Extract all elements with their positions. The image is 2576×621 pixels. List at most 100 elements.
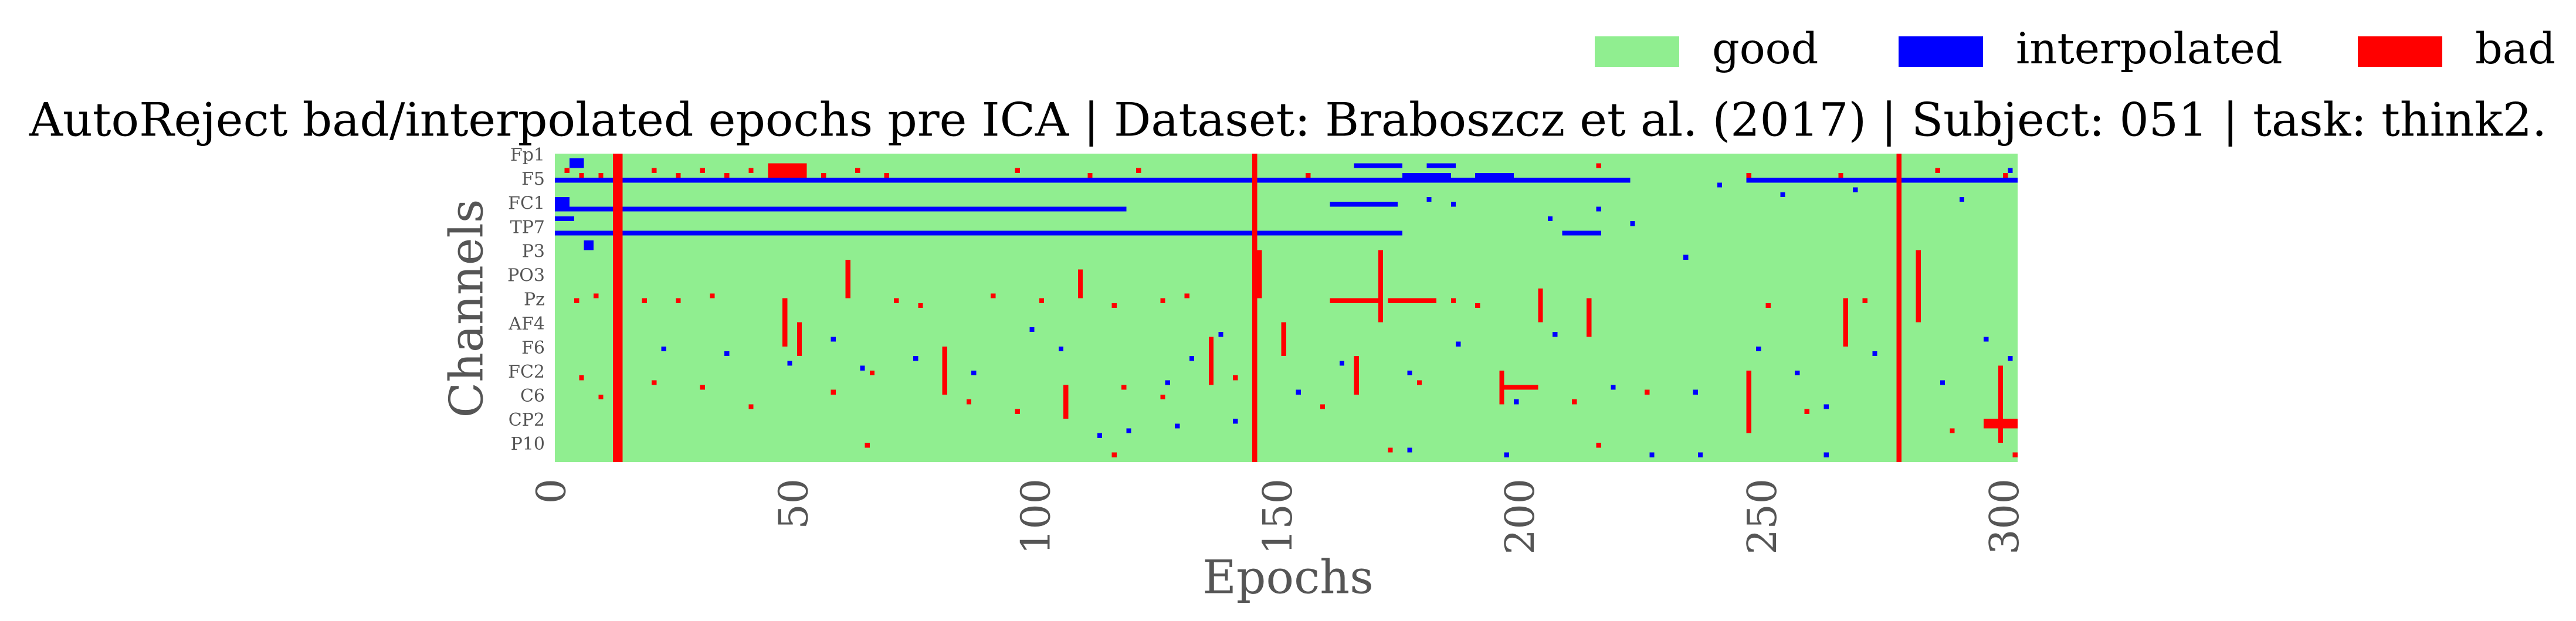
heatmap (555, 154, 2018, 462)
heatmap-cell (1746, 172, 1751, 178)
heatmap-cell (913, 356, 918, 361)
heatmap-cell (1587, 298, 1592, 337)
heatmap-cell (782, 298, 788, 347)
heatmap-cell (869, 370, 875, 376)
heatmap-cell (613, 154, 623, 462)
heatmap-cell (1077, 269, 1083, 298)
heatmap-cell (1630, 221, 1635, 226)
heatmap-cell (1330, 202, 1398, 207)
heatmap-cell (1823, 404, 1829, 409)
y-tick-label: F5 (521, 169, 545, 189)
heatmap-cell (1746, 178, 2018, 183)
heatmap-cell (1165, 380, 1170, 385)
heatmap-cell (594, 293, 599, 298)
heatmap-cell (1984, 337, 1989, 342)
legend-swatch (1595, 36, 1679, 67)
heatmap-cell (642, 298, 647, 303)
y-tick-label: F6 (521, 338, 545, 358)
heatmap-cell (1959, 196, 1965, 202)
heatmap-cell (1426, 163, 1456, 168)
heatmap-cell (894, 298, 899, 303)
heatmap-cell (918, 303, 923, 308)
heatmap-cell (1823, 452, 1829, 457)
heatmap-cell (1804, 409, 1809, 414)
legend-label: bad (2475, 24, 2555, 74)
x-tick-label: 50 (771, 479, 817, 530)
heatmap-cell (1330, 298, 1378, 303)
heatmap-cell (1218, 332, 1223, 337)
heatmap-cell (748, 168, 754, 173)
heatmap-cell (1407, 447, 1412, 453)
heatmap-cell (796, 322, 802, 357)
legend: good interpolated bad (1595, 24, 2555, 74)
heatmap-cell (1233, 419, 1238, 424)
heatmap-cell (1984, 419, 2018, 429)
heatmap-cell (1058, 346, 1064, 351)
y-tick-label: CP2 (509, 410, 545, 430)
heatmap-cell (2012, 452, 2018, 457)
heatmap-cell (564, 168, 570, 173)
heatmap-cell (1789, 178, 1824, 183)
heatmap-cell (1645, 389, 1650, 395)
heatmap-cell (855, 168, 860, 173)
heatmap-cell (661, 346, 666, 351)
heatmap-cell (1126, 428, 1131, 433)
heatmap-cell (1853, 187, 1858, 192)
heatmap-cell (555, 230, 1403, 236)
x-tick-label: 0 (529, 479, 575, 504)
y-tick-label: P10 (511, 434, 545, 454)
heatmap-cell (579, 375, 584, 381)
x-tick-label: 300 (1982, 479, 2028, 555)
heatmap-cell (1998, 365, 2004, 443)
heatmap-cell (1504, 452, 1509, 457)
heatmap-cell (1063, 385, 1069, 419)
y-tick-label: TP7 (510, 217, 545, 237)
heatmap-cell (971, 370, 977, 376)
heatmap-cell (748, 404, 754, 409)
heatmap-cell (991, 293, 996, 298)
heatmap-cell (555, 154, 2018, 462)
heatmap-cell (845, 259, 850, 298)
heatmap-cell (724, 351, 730, 357)
heatmap-cell (700, 385, 706, 390)
heatmap-cell (1354, 163, 1403, 168)
heatmap-cell (1475, 172, 1514, 178)
heatmap-cell (1354, 356, 1359, 395)
y-tick-label: FC2 (508, 362, 545, 382)
heatmap-cell (724, 172, 730, 178)
y-tick-label: P3 (522, 241, 545, 262)
heatmap-cell (2003, 172, 2008, 178)
heatmap-cell (1547, 216, 1553, 222)
heatmap-cell (1697, 452, 1703, 457)
heatmap-cell (1596, 163, 1601, 168)
heatmap-cell (555, 178, 1631, 183)
heatmap-cell (676, 172, 681, 178)
heatmap-cell (1499, 385, 1538, 390)
heatmap-cell (1160, 298, 1165, 303)
heatmap-cell (1456, 341, 1461, 347)
heatmap-cell (1862, 298, 1867, 303)
heatmap-cell (1935, 168, 1940, 173)
y-tick-label: Pz (524, 290, 545, 310)
heatmap-cell (1450, 202, 1456, 207)
heatmap-cell (1562, 230, 1601, 236)
heatmap-cell (1450, 298, 1456, 303)
y-axis-label: Channels (440, 199, 494, 418)
heatmap-cell (860, 365, 865, 371)
heatmap-cell (1111, 452, 1117, 457)
heatmap-cell (966, 399, 972, 405)
heatmap-cell (652, 380, 657, 385)
heatmap-cell (787, 361, 792, 366)
heatmap-cell (1087, 172, 1093, 178)
heatmap-cell (1475, 303, 1480, 308)
heatmap-cell (1257, 250, 1262, 298)
heatmap-cell (1611, 385, 1616, 390)
heatmap-cell (1015, 168, 1020, 173)
heatmap-cell (1281, 322, 1286, 357)
heatmap-cell (555, 196, 570, 207)
heatmap-cell (1940, 380, 1945, 385)
heatmap-cell (1596, 443, 1601, 448)
heatmap-cell (1950, 428, 1955, 433)
heatmap-cell (1765, 303, 1771, 308)
